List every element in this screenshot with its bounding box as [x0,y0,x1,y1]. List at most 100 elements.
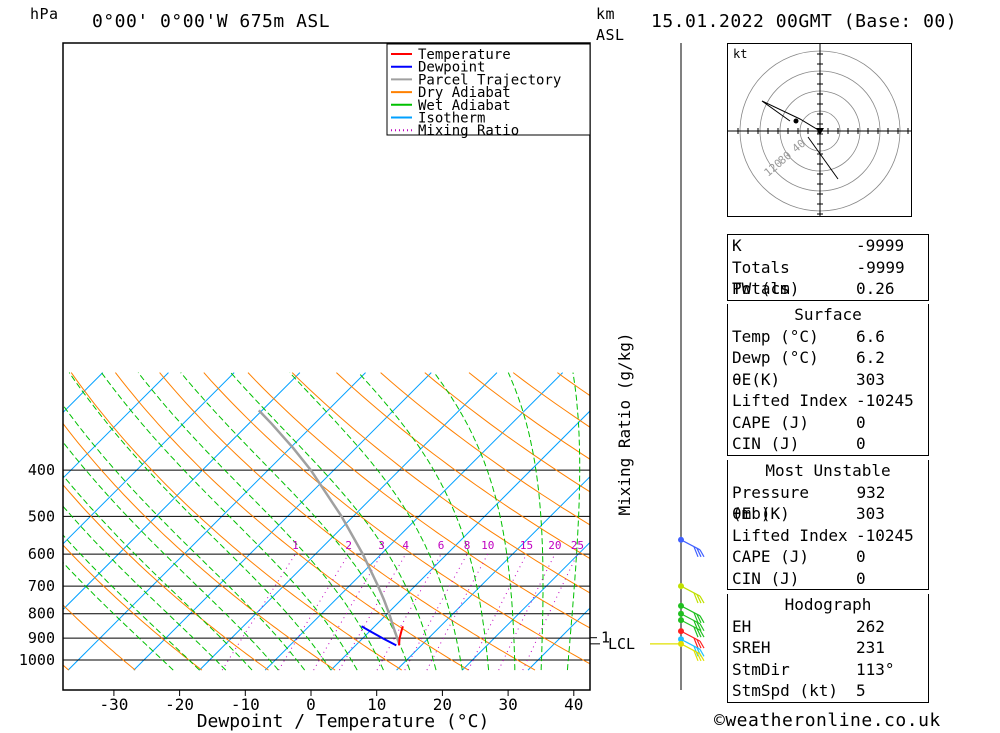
table-row: CIN (J) 0 [728,568,928,590]
row-label: EH [732,616,752,636]
wind-barb-flag [693,612,699,624]
wind-barb-flag [696,594,702,604]
chart-grid [63,372,590,671]
wind-barb-shaft [680,643,701,655]
isotherm-line [264,372,564,671]
wind-barb-flag [699,649,705,657]
row-value: 932 [856,482,886,502]
km-tick-label: 1 [601,629,610,647]
table-row: K -9999 [728,235,928,257]
wind-barb-flag [699,640,705,649]
table-row: Totals Totals -9999 [728,257,928,299]
dry-adiabat-line [63,484,269,671]
wind-barb-flag [699,615,705,624]
legend-label: Wet Adiabat [418,98,511,114]
mixing-ratio-label: 20 [548,539,561,552]
most-unstable-table: Most Unstable Pressure (mb) 932 θE (K) 303 Li… [727,460,929,590]
wind-barb [680,539,705,558]
indices-table: K -9999 Totals Totals -9999 PW (cm) 0.26 [727,234,929,301]
wind-barb-flag [699,629,705,638]
wind-barb-flag [699,623,705,632]
row-value: 0 [856,434,866,453]
temperature-tick-label: 40 [564,695,583,714]
table-row: Lifted Index -10245 [728,525,928,547]
wind-barb-flag [696,652,702,662]
mixing-ratio-line [221,553,296,671]
wet-adiabat-line [63,534,200,671]
copyright: ©weatheronline.co.uk [714,710,941,731]
mixing-ratio-label: 10 [481,539,494,552]
row-label: CIN (J) [732,568,800,588]
row-label: CAPE (J) [732,547,810,566]
table-row: Lifted Index -10245 [728,390,928,412]
mixing-ratio-label: 15 [520,539,533,552]
mixing-ratio-line [313,553,382,671]
parcel-trajectory-line [257,409,401,645]
wind-barb-shaft [680,539,701,551]
temperature-tick-label: 20 [433,695,452,714]
legend-label: Dewpoint [418,60,485,76]
surface-table: Surface Temp (°C) 6.6 Dewp (°C) 6.2 θE(K) 303 L… [727,304,929,456]
table-section-title: Surface [794,305,862,324]
row-value: -10245 [856,391,914,410]
hodograph-point [793,118,799,124]
dewpoint-line [361,625,397,647]
row-value: 262 [856,616,885,636]
row-label: K [732,236,742,255]
temperature-tick-label: -10 [231,695,260,714]
row-label: StmDir [732,659,790,679]
hodograph-table: Hodograph EH 262 SREH 231 StmDir 113° StmSpd (k… [727,594,929,703]
wet-adiabat-line [289,372,463,671]
row-label: Totals Totals [732,257,790,299]
wind-barb-flag [696,548,702,558]
wet-adiabat-line [230,372,437,671]
isotherm-line [67,372,366,671]
wet-adiabat-line [358,372,490,671]
row-label: PW (cm) [732,279,800,298]
storm-motion-vector [807,136,839,180]
wet-adiabat-line [507,372,544,671]
table-row: CIN (J) 0 [728,433,928,455]
mixing-ratio-line [278,553,350,671]
dry-adiabat-line [63,544,203,671]
row-label: Lifted Index [732,525,848,545]
wind-barb-shaft [680,613,701,625]
dry-adiabat-line [159,372,536,671]
row-label: Pressure (mb) [732,482,810,524]
row-label: θE(K) [732,369,781,389]
table-row: Pressure (mb) 932 [728,482,928,524]
wind-barb-shaft [680,605,701,617]
hpa-axis-unit: hPa [30,5,59,23]
legend-label: Dry Adiabat [418,85,511,101]
legend-label: Temperature [418,47,511,63]
wind-barb-flag [693,592,699,604]
row-label: Dewp (°C) [732,348,819,367]
temperature-tick-label: -30 [99,695,128,714]
dry-adiabat-line [115,372,469,671]
mixing-ratio-label: 8 [464,539,471,552]
isotherm-line [63,372,235,545]
legend-label: Parcel Trajectory [418,72,561,88]
wind-barb-flag [699,595,705,604]
row-value: 6.2 [856,348,885,367]
row-label: Temp (°C) [732,326,819,346]
dry-adiabat-line [203,372,590,665]
table-row: Temp (°C) 6.6 [728,326,928,348]
wet-adiabat-line [63,561,174,671]
row-label: SREH [732,638,771,657]
row-label: StmSpd (kt) [732,681,838,700]
legend-label: Isotherm [418,111,485,127]
row-label: θE (K) [732,504,790,523]
temperature-tick-label: 30 [498,695,517,714]
wind-barb-shaft [680,619,701,631]
wind-barb-shaft [680,630,701,642]
row-label: CAPE (J) [732,412,810,432]
wet-adiabat-line [63,474,253,671]
table-row: θE(K) 303 [728,369,928,391]
mixing-ratio-line [376,553,442,671]
wet-adiabat-line [63,441,279,671]
row-value: 0 [856,547,866,566]
mixing-ratio-label: 3 [378,539,385,552]
